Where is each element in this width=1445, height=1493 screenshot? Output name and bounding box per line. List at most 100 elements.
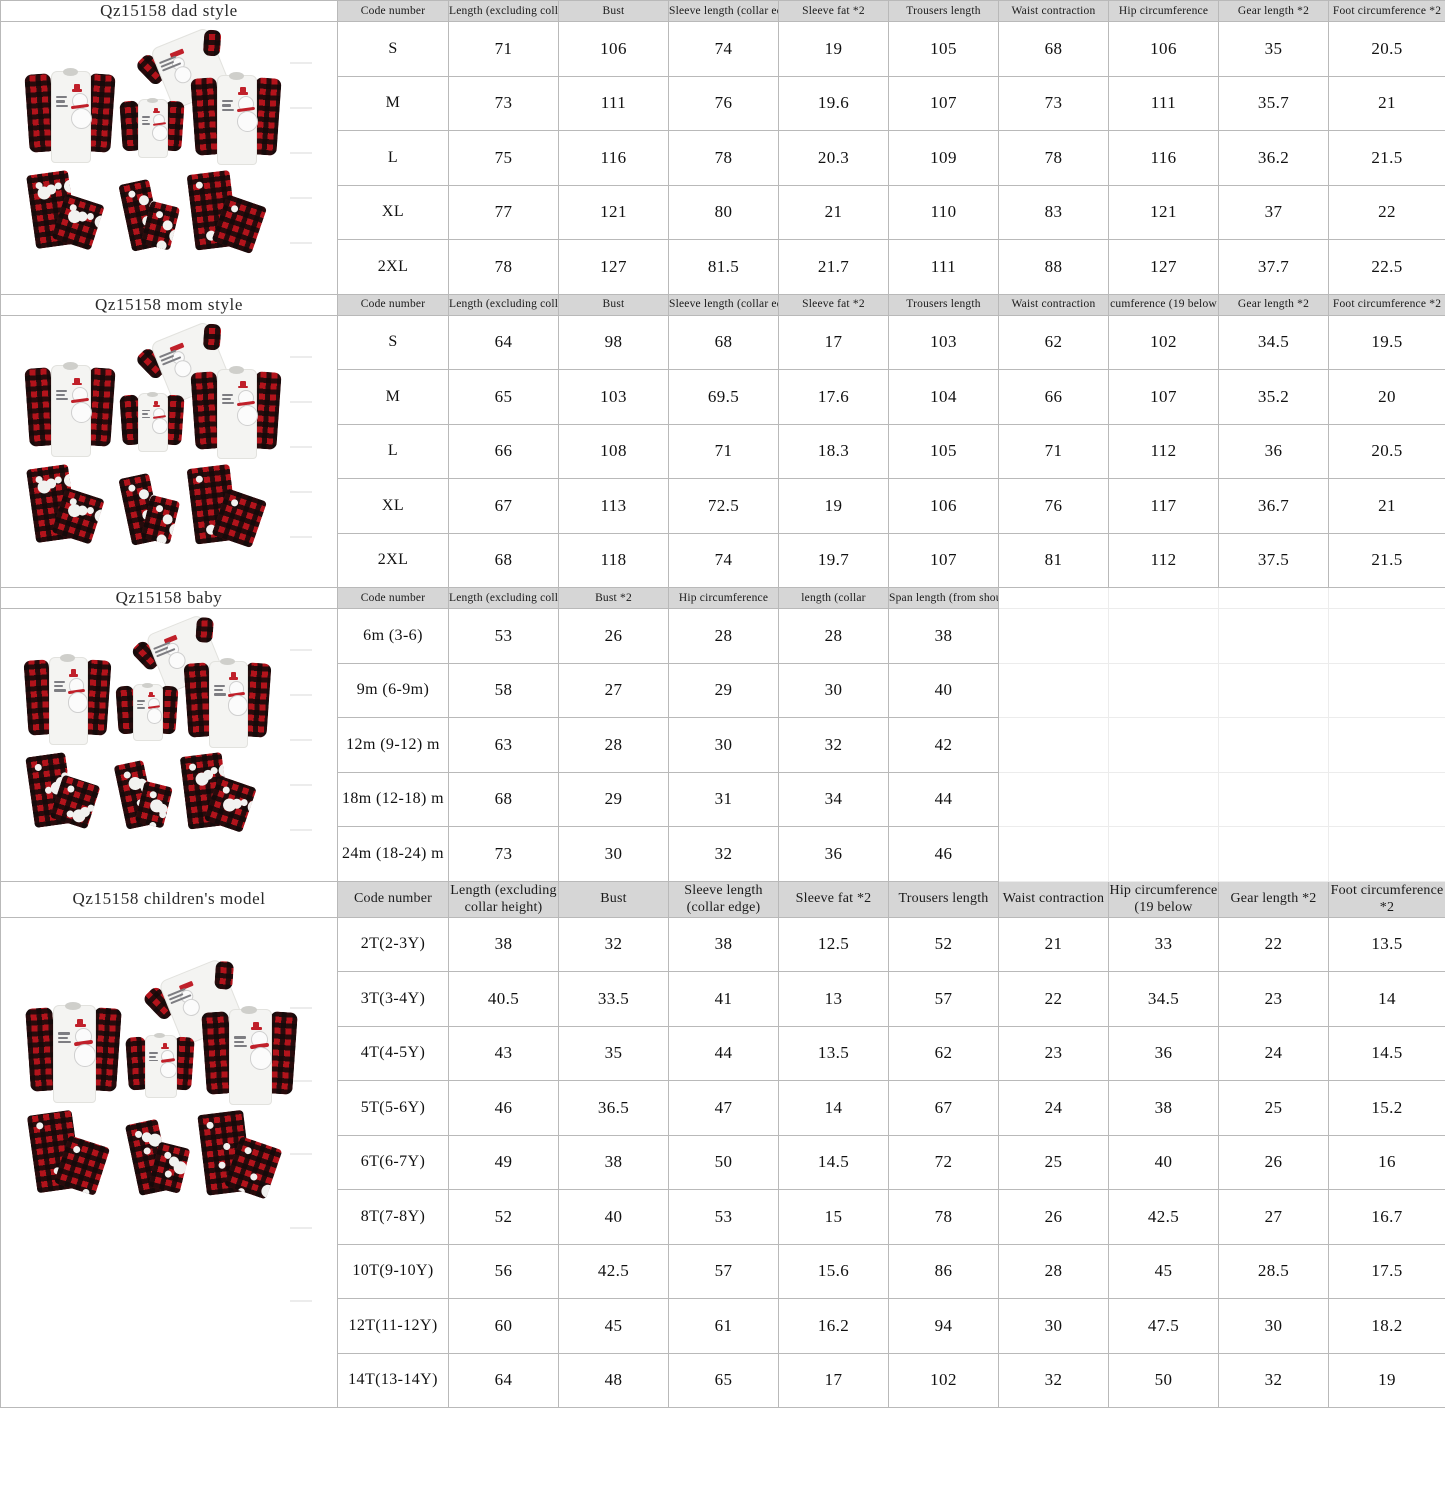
cell-dad-3-3: 80 [668,184,779,240]
cell-baby-4-5: 46 [888,826,999,882]
cell-mom-3-7: 117 [1108,478,1219,534]
cell-children-8-9: 19 [1328,1352,1445,1408]
cell-mom-4-6: 81 [998,532,1109,588]
cell-children-4-6: 25 [998,1134,1109,1190]
cell-children-2-1: 43 [448,1025,559,1081]
graphic-script-text [234,1036,248,1049]
cell-children-1-2: 33.5 [558,971,669,1027]
cell-dad-2-9: 21.5 [1328,130,1445,186]
cell-baby-3-2: 29 [558,771,669,827]
pajama-top [23,653,112,747]
cell-children-3-0: 5T(5-6Y) [337,1080,449,1136]
cell-baby-0-5: 38 [888,608,999,664]
table-row: S 71 106 74 19 105 68 106 35 20.5 [0,21,1445,295]
cell-baby-2-7 [1108,717,1219,773]
table-row: 3T(3-4Y) 40.5 33.5 41 13 57 22 34.5 23 14 [1,971,1445,1027]
cell-mom-3-5: 106 [888,478,999,534]
cell-baby-4-1: 73 [448,826,559,882]
column-header-dad-9: Foot circumference *2 [1328,0,1445,22]
pajama-pants [113,760,174,830]
cell-mom-3-1: 67 [448,478,559,534]
cell-baby-3-9 [1328,771,1445,827]
product-illustration [2,947,337,1377]
table-row: 8T(7-8Y) 52 40 53 15 78 26 42.5 27 16.7 [1,1189,1445,1245]
cell-mom-2-9: 20.5 [1328,423,1445,479]
table-row: 12m (9-12) m 63 28 30 32 42 [1,717,1445,773]
cell-children-0-5: 52 [888,916,999,972]
cell-mom-3-8: 36.7 [1218,478,1329,534]
pajama-top [190,71,282,167]
cell-dad-2-5: 109 [888,130,999,186]
cell-mom-3-6: 76 [998,478,1109,534]
cell-children-7-8: 30 [1218,1298,1329,1354]
snowman-graphic [248,1021,273,1074]
cell-children-7-4: 16.2 [778,1298,889,1354]
cell-children-6-0: 10T(9-10Y) [337,1243,449,1299]
cell-mom-4-7: 112 [1108,532,1219,588]
cell-children-6-6: 28 [998,1243,1109,1299]
cell-children-5-1: 52 [448,1189,559,1245]
cell-mom-4-3: 74 [668,532,779,588]
cell-baby-3-7 [1108,771,1219,827]
column-header-mom-7: cumference (19 below [1108,293,1219,316]
cell-mom-4-5: 107 [888,532,999,588]
section-image-children [0,916,338,1408]
cell-dad-0-1: 71 [448,21,559,77]
pajama-pants [26,170,105,251]
cell-baby-0-9 [1328,608,1445,664]
cell-baby-1-0: 9m (6-9m) [337,662,449,718]
cell-dad-3-1: 77 [448,184,559,240]
column-header-children-7: Hip circumference (19 below [1108,880,1219,918]
cell-children-3-6: 24 [998,1080,1109,1136]
cell-mom-4-0: 2XL [337,532,449,588]
cell-children-3-9: 15.2 [1328,1080,1445,1136]
cell-baby-4-9 [1328,826,1445,882]
cell-children-5-9: 16.7 [1328,1189,1445,1245]
column-header-baby-2: Bust *2 [558,587,669,609]
cell-mom-4-4: 19.7 [778,532,889,588]
cell-children-0-0: 2T(2-3Y) [337,916,449,972]
cell-children-1-5: 57 [888,971,999,1027]
cell-baby-1-1: 58 [448,662,559,718]
cell-mom-0-2: 98 [558,314,669,370]
cell-dad-4-5: 111 [888,239,999,295]
snowman-graphic [72,1018,97,1072]
cell-mom-1-0: M [337,369,449,425]
cell-children-6-9: 17.5 [1328,1243,1445,1299]
table-row: 12T(11-12Y) 60 45 61 16.2 94 30 47.5 30 18.2 [1,1298,1445,1354]
cell-children-8-8: 32 [1218,1352,1329,1408]
table-row: S 64 98 68 17 103 62 102 34.5 19.5 [0,314,1445,588]
column-header-dad-5: Trousers length [888,0,999,22]
cell-dad-1-9: 21 [1328,75,1445,131]
cell-children-8-7: 50 [1108,1352,1219,1408]
cell-children-8-6: 32 [998,1352,1109,1408]
cell-dad-3-0: XL [337,184,449,240]
column-header-baby-0: Code number [337,587,449,609]
cell-dad-0-4: 19 [778,21,889,77]
cell-dad-2-3: 78 [668,130,779,186]
cell-children-4-8: 26 [1218,1134,1329,1190]
pajama-pants [186,170,268,255]
cell-baby-2-3: 30 [668,717,779,773]
table-row: 2XL 68 118 74 19.7 107 81 112 37.5 21.5 [1,532,1445,588]
cell-children-5-8: 27 [1218,1189,1329,1245]
cell-children-7-7: 47.5 [1108,1298,1219,1354]
cell-children-0-1: 38 [448,916,559,972]
cell-dad-4-7: 127 [1108,239,1219,295]
column-header-children-6: Waist contraction [998,880,1109,918]
cell-mom-0-9: 19.5 [1328,314,1445,370]
column-header-mom-2: Bust [558,293,669,316]
cell-dad-1-1: 73 [448,75,559,131]
column-header-baby-6 [998,587,1109,609]
cell-children-7-0: 12T(11-12Y) [337,1298,449,1354]
graphic-script-text [222,393,235,407]
graphic-script-text [54,681,67,693]
cell-dad-3-9: 22 [1328,184,1445,240]
cell-children-7-5: 94 [888,1298,999,1354]
column-header-baby-8 [1218,587,1329,609]
cell-baby-3-5: 44 [888,771,999,827]
cell-dad-2-1: 75 [448,130,559,186]
cell-children-4-5: 72 [888,1134,999,1190]
cell-children-4-4: 14.5 [778,1134,889,1190]
cell-children-8-5: 102 [888,1352,999,1408]
